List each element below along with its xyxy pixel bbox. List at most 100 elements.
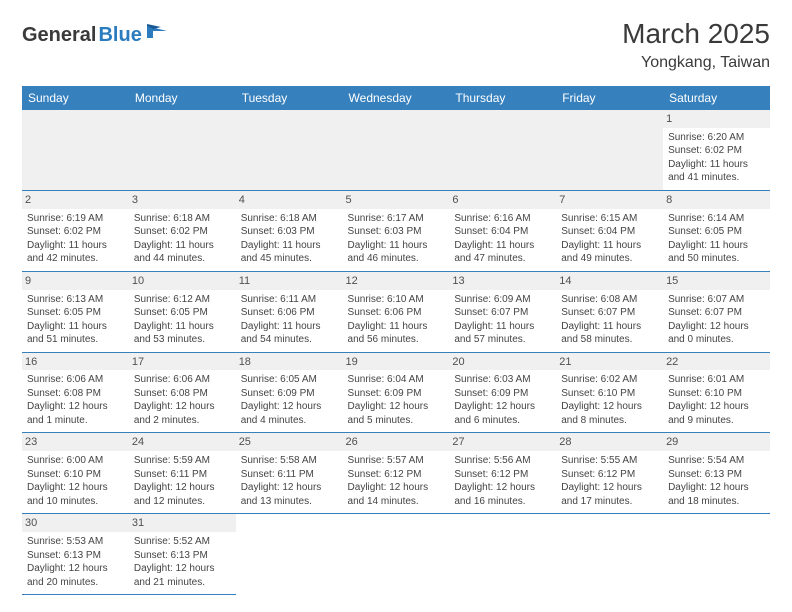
header-right: March 2025 Yongkang, Taiwan bbox=[622, 18, 770, 72]
sunrise-text: Sunrise: 6:08 AM bbox=[561, 293, 658, 307]
day-number: 28 bbox=[556, 433, 663, 451]
daylight-text: Daylight: 12 hours and 1 minute. bbox=[27, 400, 124, 427]
calendar-cell: 10Sunrise: 6:12 AMSunset: 6:05 PMDayligh… bbox=[129, 271, 236, 352]
calendar-cell: 28Sunrise: 5:55 AMSunset: 6:12 PMDayligh… bbox=[556, 433, 663, 514]
calendar-cell bbox=[236, 514, 343, 595]
daylight-text: Daylight: 12 hours and 21 minutes. bbox=[134, 562, 231, 589]
sunset-text: Sunset: 6:12 PM bbox=[348, 468, 445, 482]
sunrise-text: Sunrise: 6:20 AM bbox=[668, 131, 765, 145]
weekday-header: Monday bbox=[129, 86, 236, 110]
daylight-text: Daylight: 11 hours and 44 minutes. bbox=[134, 239, 231, 266]
calendar-cell bbox=[22, 110, 129, 190]
sunrise-text: Sunrise: 6:01 AM bbox=[668, 373, 765, 387]
sunset-text: Sunset: 6:09 PM bbox=[348, 387, 445, 401]
day-number: 1 bbox=[663, 110, 770, 128]
sunrise-text: Sunrise: 6:02 AM bbox=[561, 373, 658, 387]
calendar-row: 1 Sunrise: 6:20 AMSunset: 6:02 PMDaylight… bbox=[22, 110, 770, 190]
sunrise-text: Sunrise: 6:04 AM bbox=[348, 373, 445, 387]
calendar-cell: 11Sunrise: 6:11 AMSunset: 6:06 PMDayligh… bbox=[236, 271, 343, 352]
calendar-cell: 31 Sunrise: 5:52 AMSunset: 6:13 PMDayligh… bbox=[129, 514, 236, 595]
calendar-cell: 9Sunrise: 6:13 AMSunset: 6:05 PMDaylight… bbox=[22, 271, 129, 352]
sunset-text: Sunset: 6:13 PM bbox=[134, 549, 231, 563]
calendar-cell: 25Sunrise: 5:58 AMSunset: 6:11 PMDayligh… bbox=[236, 433, 343, 514]
daylight-text: Daylight: 12 hours and 14 minutes. bbox=[348, 481, 445, 508]
daylight-text: Daylight: 11 hours and 58 minutes. bbox=[561, 320, 658, 347]
day-number: 14 bbox=[556, 272, 663, 290]
daylight-text: Daylight: 11 hours and 57 minutes. bbox=[454, 320, 551, 347]
page-title: March 2025 bbox=[622, 18, 770, 50]
calendar-row: 23Sunrise: 6:00 AMSunset: 6:10 PMDayligh… bbox=[22, 433, 770, 514]
calendar-cell bbox=[129, 110, 236, 190]
day-number: 21 bbox=[556, 353, 663, 371]
day-number: 11 bbox=[236, 272, 343, 290]
day-number: 9 bbox=[22, 272, 129, 290]
calendar-cell: 7Sunrise: 6:15 AMSunset: 6:04 PMDaylight… bbox=[556, 190, 663, 271]
daylight-text: Daylight: 12 hours and 18 minutes. bbox=[668, 481, 765, 508]
daylight-text: Daylight: 11 hours and 42 minutes. bbox=[27, 239, 124, 266]
sunset-text: Sunset: 6:06 PM bbox=[241, 306, 338, 320]
logo-text-1: General bbox=[22, 24, 96, 47]
calendar-cell: 21Sunrise: 6:02 AMSunset: 6:10 PMDayligh… bbox=[556, 352, 663, 433]
sunrise-text: Sunrise: 6:07 AM bbox=[668, 293, 765, 307]
sunrise-text: Sunrise: 5:55 AM bbox=[561, 454, 658, 468]
day-number: 26 bbox=[343, 433, 450, 451]
day-number: 30 bbox=[22, 514, 129, 532]
weekday-header: Thursday bbox=[449, 86, 556, 110]
sunrise-text: Sunrise: 5:59 AM bbox=[134, 454, 231, 468]
daylight-text: Daylight: 12 hours and 6 minutes. bbox=[454, 400, 551, 427]
sunset-text: Sunset: 6:08 PM bbox=[27, 387, 124, 401]
day-number: 18 bbox=[236, 353, 343, 371]
calendar-cell: 4Sunrise: 6:18 AMSunset: 6:03 PMDaylight… bbox=[236, 190, 343, 271]
calendar-cell bbox=[449, 514, 556, 595]
weekday-header: Saturday bbox=[663, 86, 770, 110]
sunrise-text: Sunrise: 5:56 AM bbox=[454, 454, 551, 468]
logo-text-2: Blue bbox=[98, 24, 141, 47]
sunrise-text: Sunrise: 6:16 AM bbox=[454, 212, 551, 226]
calendar-cell bbox=[449, 110, 556, 190]
calendar-body: 1Sunrise: 6:20 AMSunset: 6:02 PMDaylight… bbox=[22, 110, 770, 595]
weekday-header: Friday bbox=[556, 86, 663, 110]
daylight-text: Daylight: 12 hours and 13 minutes. bbox=[241, 481, 338, 508]
sunrise-text: Sunrise: 6:06 AM bbox=[27, 373, 124, 387]
sunset-text: Sunset: 6:09 PM bbox=[454, 387, 551, 401]
day-number: 15 bbox=[663, 272, 770, 290]
sunrise-text: Sunrise: 5:53 AM bbox=[27, 535, 124, 549]
day-number: 13 bbox=[449, 272, 556, 290]
calendar-cell: 6Sunrise: 6:16 AMSunset: 6:04 PMDaylight… bbox=[449, 190, 556, 271]
sunset-text: Sunset: 6:03 PM bbox=[241, 225, 338, 239]
sunrise-text: Sunrise: 5:52 AM bbox=[134, 535, 231, 549]
sunset-text: Sunset: 6:04 PM bbox=[561, 225, 658, 239]
sunset-text: Sunset: 6:05 PM bbox=[668, 225, 765, 239]
sunrise-text: Sunrise: 5:54 AM bbox=[668, 454, 765, 468]
day-number: 20 bbox=[449, 353, 556, 371]
sunrise-text: Sunrise: 6:15 AM bbox=[561, 212, 658, 226]
calendar-row: 9Sunrise: 6:13 AMSunset: 6:05 PMDaylight… bbox=[22, 271, 770, 352]
sunrise-text: Sunrise: 6:06 AM bbox=[134, 373, 231, 387]
day-number: 2 bbox=[22, 191, 129, 209]
location: Yongkang, Taiwan bbox=[622, 54, 770, 72]
calendar-cell: 18Sunrise: 6:05 AMSunset: 6:09 PMDayligh… bbox=[236, 352, 343, 433]
sunset-text: Sunset: 6:02 PM bbox=[134, 225, 231, 239]
day-number: 25 bbox=[236, 433, 343, 451]
daylight-text: Daylight: 11 hours and 49 minutes. bbox=[561, 239, 658, 266]
day-number: 31 bbox=[129, 514, 236, 532]
day-number: 4 bbox=[236, 191, 343, 209]
daylight-text: Daylight: 11 hours and 41 minutes. bbox=[668, 158, 765, 185]
daylight-text: Daylight: 11 hours and 54 minutes. bbox=[241, 320, 338, 347]
calendar-cell: 5Sunrise: 6:17 AMSunset: 6:03 PMDaylight… bbox=[343, 190, 450, 271]
daylight-text: Daylight: 11 hours and 51 minutes. bbox=[27, 320, 124, 347]
sunrise-text: Sunrise: 6:10 AM bbox=[348, 293, 445, 307]
calendar-cell bbox=[343, 514, 450, 595]
calendar-cell: 29Sunrise: 5:54 AMSunset: 6:13 PMDayligh… bbox=[663, 433, 770, 514]
sunset-text: Sunset: 6:02 PM bbox=[668, 144, 765, 158]
sunset-text: Sunset: 6:08 PM bbox=[134, 387, 231, 401]
day-number: 6 bbox=[449, 191, 556, 209]
calendar-cell: 30Sunrise: 5:53 AMSunset: 6:13 PMDayligh… bbox=[22, 514, 129, 595]
day-number: 22 bbox=[663, 353, 770, 371]
day-number: 3 bbox=[129, 191, 236, 209]
daylight-text: Daylight: 12 hours and 10 minutes. bbox=[27, 481, 124, 508]
sunset-text: Sunset: 6:05 PM bbox=[134, 306, 231, 320]
day-number: 24 bbox=[129, 433, 236, 451]
sunrise-text: Sunrise: 6:17 AM bbox=[348, 212, 445, 226]
day-number: 8 bbox=[663, 191, 770, 209]
